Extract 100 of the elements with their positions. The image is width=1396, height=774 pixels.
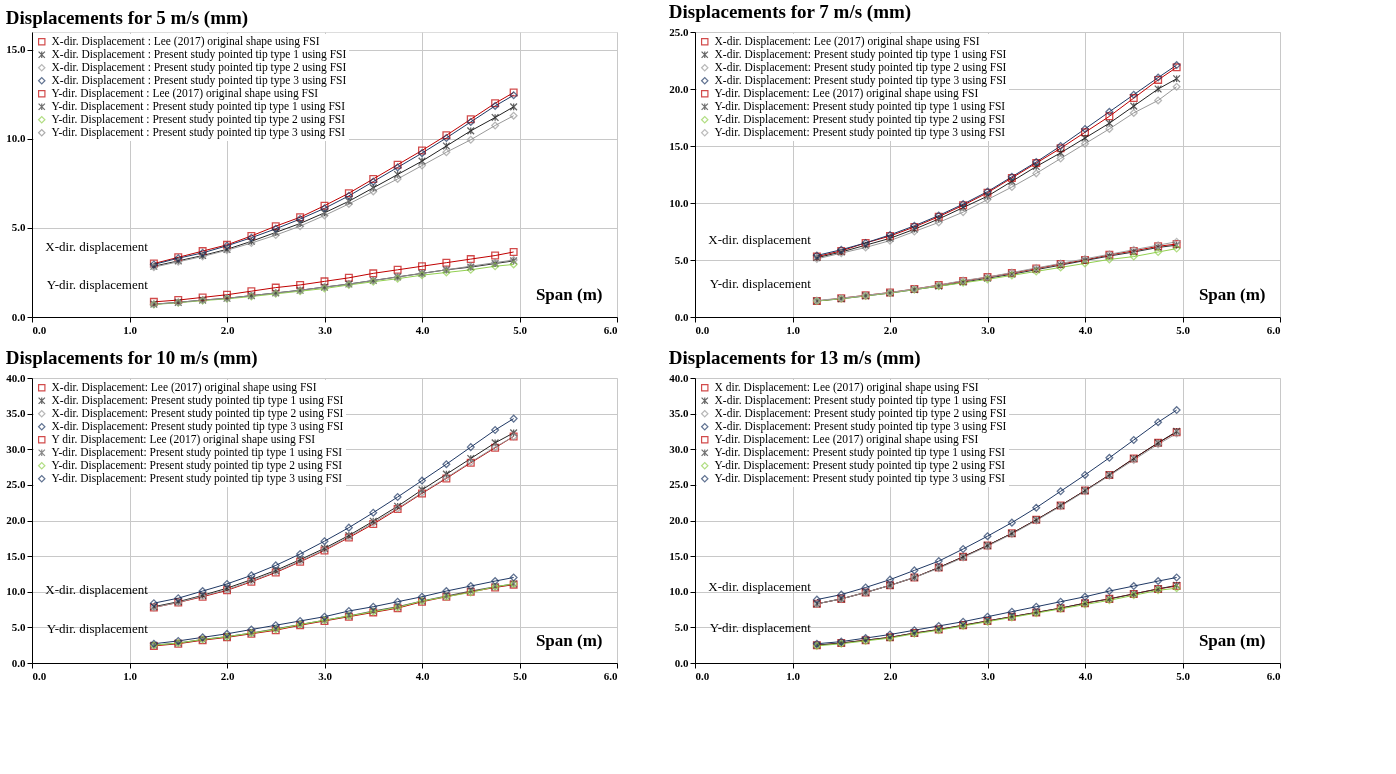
x-tick-label: 6.0 — [1266, 669, 1281, 682]
chart-title: Displacements for 13 m/s (mm) — [668, 347, 921, 369]
annotation: Y-dir. displacement — [709, 620, 812, 636]
chart-title: Displacements for 5 m/s (mm) — [5, 7, 249, 29]
legend-label: Y-dir. Displacement: Lee (2017) original shape using FSI — [714, 432, 979, 446]
x-axis-title: Span (m) — [535, 284, 603, 304]
legend-label: Y-dir. Displacement: Lee (2017) original shape using FSI — [714, 86, 979, 100]
y-tick-label: 30.0 — [6, 442, 26, 455]
x-tick-label: 4.0 — [1078, 323, 1093, 336]
legend-label: X-dir. Displacement: Present study pointed tip type 1 using FSI — [714, 393, 1007, 407]
legend-label: Y-dir. Displacement: Present study pointed tip type 1 using FSI — [714, 445, 1006, 459]
x-axis-title: Span (m) — [535, 630, 603, 650]
legend-label: X-dir. Displacement: Present study pointed tip type 1 using FSI — [714, 47, 1007, 61]
x-tick-label: 6.0 — [603, 669, 618, 682]
annotation: X-dir. displacement — [45, 582, 149, 598]
x-tick-label: 1.0 — [786, 323, 801, 336]
annotation: X-dir. displacement — [708, 231, 812, 247]
y-tick-label: 30.0 — [669, 442, 689, 455]
x-tick-label: 5.0 — [1176, 323, 1191, 336]
y-tick-label: 35.0 — [6, 407, 26, 420]
annotation: X-dir. displacement — [45, 238, 149, 254]
x-tick-label: 1.0 — [123, 669, 138, 682]
chart-title: Displacements for 7 m/s (mm) — [668, 1, 912, 23]
legend-label: X-dir. Displacement: Present study pointed tip type 1 using FSI — [51, 393, 344, 407]
legend-label: Y-dir. Displacement : Present study pointed tip type 3 using FSI — [51, 125, 346, 139]
x-tick-label: 1.0 — [123, 323, 138, 336]
legend-label: X-dir. Displacement: Present study pointed tip type 3 using FSI — [51, 419, 344, 433]
legend-label: X-dir. Displacement: Present study pointed tip type 2 using FSI — [714, 60, 1007, 74]
y-tick-label: 15.0 — [6, 43, 26, 56]
annotation: Y-dir. displacement — [46, 620, 149, 636]
x-tick-label: 5.0 — [513, 323, 528, 336]
legend-label: X-dir. Displacement : Present study pointed tip type 2 using FSI — [51, 60, 347, 74]
x-tick-label: 6.0 — [603, 323, 618, 336]
x-tick-label: 2.0 — [883, 669, 898, 682]
y-tick-label: 35.0 — [669, 407, 689, 420]
legend-label: Y-dir. Displacement: Present study pointed tip type 2 using FSI — [51, 458, 343, 472]
x-tick-label: 5.0 — [513, 669, 528, 682]
y-tick-label: 25.0 — [669, 478, 689, 491]
x-tick-label: 3.0 — [981, 323, 996, 336]
y-tick-label: 15.0 — [669, 549, 689, 562]
legend-label: X-dir. Displacement: Lee (2017) original shape using FSI — [51, 380, 317, 394]
x-axis-title: Span (m) — [1198, 284, 1266, 304]
y-tick-label: 0.0 — [674, 310, 689, 323]
y-tick-label: 10.0 — [669, 585, 689, 598]
y-tick-label: 10.0 — [6, 585, 26, 598]
legend-label: X-dir. Displacement: Lee (2017) original shape using FSI — [714, 34, 980, 48]
legend-label: X dir. Displacement: Lee (2017) original shape using FSI — [714, 380, 979, 394]
legend-label: Y-dir. Displacement: Present study pointed tip type 1 using FSI — [51, 445, 343, 459]
legend-label: Y-dir. Displacement: Present study pointed tip type 3 using FSI — [51, 471, 343, 485]
y-tick-label: 20.0 — [6, 514, 26, 526]
y-tick-label: 40.0 — [669, 371, 689, 384]
x-tick-label: 0.0 — [32, 669, 47, 682]
y-tick-label: 20.0 — [669, 514, 689, 526]
x-tick-label: 4.0 — [1078, 669, 1093, 682]
y-tick-label: 5.0 — [674, 620, 689, 633]
x-tick-label: 6.0 — [1266, 323, 1281, 336]
legend-label: Y dir. Displacement: Lee (2017) original shape using FSI — [51, 432, 316, 446]
x-tick-label: 5.0 — [1176, 669, 1191, 682]
x-tick-label: 3.0 — [318, 669, 333, 682]
annotation: Y-dir. displacement — [46, 276, 149, 292]
legend-label: Y-dir. Displacement: Present study pointed tip type 1 using FSI — [714, 99, 1006, 113]
legend-label: Y-dir. Displacement: Present study pointed tip type 3 using FSI — [714, 471, 1006, 485]
x-tick-label: 2.0 — [883, 323, 898, 336]
x-tick-label: 0.0 — [695, 669, 710, 682]
x-tick-label: 4.0 — [415, 323, 430, 336]
legend-label: Y-dir. Displacement: Present study pointed tip type 3 using FSI — [714, 125, 1006, 139]
legend-label: X-dir. Displacement : Present study pointed tip type 1 using FSI — [51, 47, 347, 61]
x-tick-label: 0.0 — [32, 323, 47, 336]
legend-label: X-dir. Displacement: Present study pointed tip type 2 using FSI — [714, 406, 1007, 420]
x-tick-label: 1.0 — [786, 669, 801, 682]
x-tick-label: 4.0 — [415, 669, 430, 682]
legend-label: X-dir. Displacement: Present study pointed tip type 3 using FSI — [714, 73, 1007, 87]
legend-label: Y-dir. Displacement : Present study pointed tip type 2 using FSI — [51, 112, 346, 126]
y-tick-label: 0.0 — [11, 310, 26, 323]
annotation: X-dir. displacement — [708, 578, 812, 594]
x-axis-title: Span (m) — [1198, 630, 1266, 650]
legend-label: X-dir. Displacement: Present study pointed tip type 3 using FSI — [714, 419, 1007, 433]
legend-label: Y-dir. Displacement : Lee (2017) original shape using FSI — [51, 86, 319, 100]
x-tick-label: 2.0 — [220, 323, 235, 336]
y-tick-label: 5.0 — [11, 221, 26, 234]
y-tick-label: 5.0 — [11, 620, 26, 633]
legend-label: X-dir. Displacement : Lee (2017) original shape using FSI — [51, 34, 320, 48]
y-tick-label: 0.0 — [11, 656, 26, 669]
y-tick-label: 10.0 — [6, 132, 26, 145]
legend-label: X-dir. Displacement: Present study pointed tip type 2 using FSI — [51, 406, 344, 420]
chart-title: Displacements for 10 m/s (mm) — [5, 347, 258, 369]
legend-label: X-dir. Displacement : Present study pointed tip type 3 using FSI — [51, 73, 347, 87]
y-tick-label: 5.0 — [674, 253, 689, 266]
y-tick-label: 25.0 — [669, 25, 689, 38]
legend-label: Y-dir. Displacement: Present study pointed tip type 2 using FSI — [714, 458, 1006, 472]
y-tick-label: 0.0 — [674, 656, 689, 669]
y-tick-label: 15.0 — [6, 549, 26, 562]
x-tick-label: 0.0 — [695, 323, 710, 336]
y-tick-label: 20.0 — [669, 82, 689, 95]
y-tick-label: 25.0 — [6, 478, 26, 491]
x-tick-label: 3.0 — [318, 323, 333, 336]
x-tick-label: 2.0 — [220, 669, 235, 682]
legend-label: Y-dir. Displacement : Present study pointed tip type 1 using FSI — [51, 99, 346, 113]
y-tick-label: 10.0 — [669, 196, 689, 209]
annotation: Y-dir. displacement — [709, 276, 812, 292]
